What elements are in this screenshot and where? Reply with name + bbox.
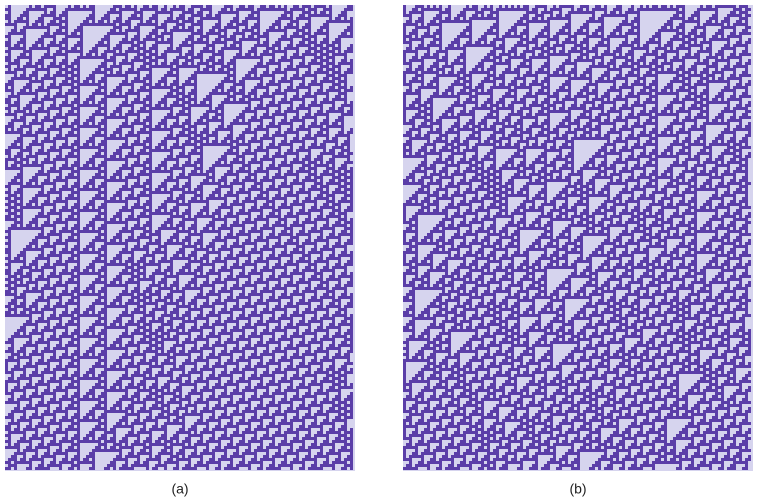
automaton-pattern	[5, 5, 353, 470]
panel-label: (b)	[569, 481, 586, 497]
automaton-pattern	[403, 5, 751, 470]
panel-b	[403, 5, 753, 471]
panel-a	[5, 5, 355, 471]
panel-label: (a)	[171, 481, 188, 497]
